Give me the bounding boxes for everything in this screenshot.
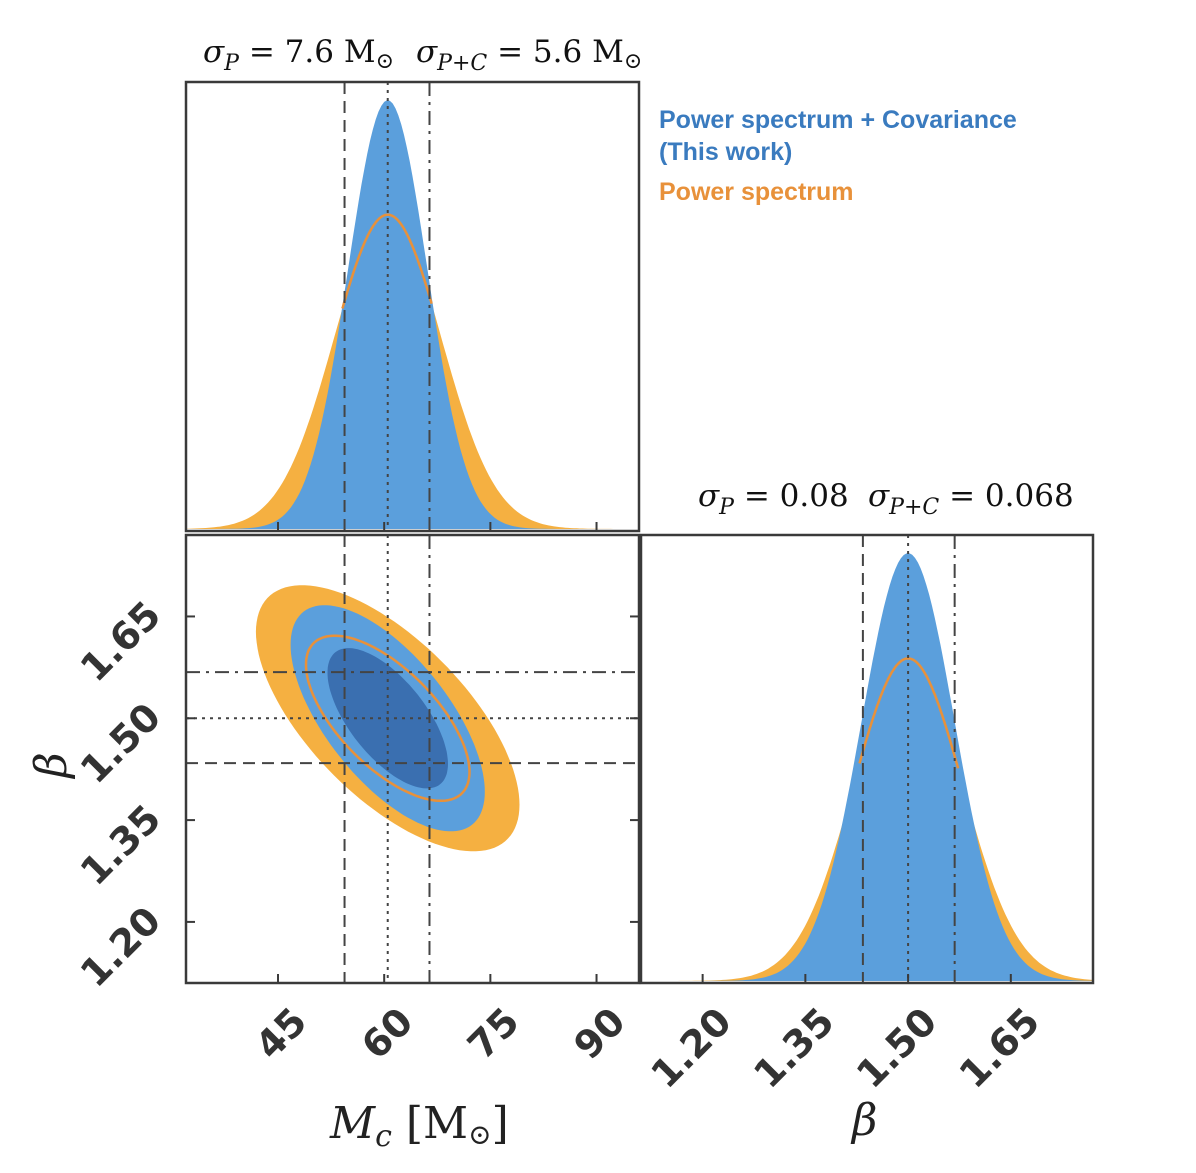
legend-entry: (This work) <box>659 138 792 166</box>
right-panel-frame <box>639 533 1095 985</box>
joint-panel-frame <box>184 533 641 985</box>
legend-entry: Power spectrum + Covariance <box>659 106 1017 134</box>
beta-tick-label-x: 1.65 <box>951 999 1048 1096</box>
beta-tick-label-y: 1.35 <box>72 796 169 893</box>
beta-tick-label-y: 1.50 <box>72 694 169 791</box>
power-spectrum-outline-beta <box>858 657 960 769</box>
combined-density-mc <box>186 100 639 530</box>
mc-tick-label: 60 <box>353 999 422 1068</box>
sigma-p-mc-annotation: σP = 7.6 M⊙ <box>203 34 394 76</box>
mc-tick-label: 75 <box>459 999 528 1068</box>
beta-tick-label-y: 1.65 <box>72 593 169 690</box>
sigma-pc-mc-annotation: σP+C = 5.6 M⊙ <box>416 34 642 76</box>
right-marginal-panel <box>641 535 1093 983</box>
sigma-p-beta-annotation: σP = 0.08 <box>698 478 849 520</box>
legend: Power spectrum + Covariance (This work) Po… <box>659 106 1017 206</box>
beta-tick-label-x: 1.20 <box>643 999 740 1096</box>
mc-tick-label: 45 <box>247 999 316 1068</box>
beta-tick-label-y: 1.20 <box>72 898 169 995</box>
joint-panel <box>186 535 639 983</box>
top-panel-frame <box>184 80 641 533</box>
beta-tick-label-x: 1.50 <box>848 999 945 1096</box>
combined-density-beta <box>641 553 1093 981</box>
power-spectrum-outline-mc <box>341 213 433 309</box>
x-axis-label-mc: Mc [M⊙] <box>329 1098 509 1154</box>
x-axis-label-beta: β <box>850 1095 877 1146</box>
legend-entry: Power spectrum <box>659 178 854 206</box>
top-marginal-panel <box>186 82 639 531</box>
y-axis-label-beta: β <box>26 752 77 779</box>
beta-tick-label-x: 1.35 <box>745 999 842 1096</box>
mc-tick-label: 90 <box>565 999 634 1068</box>
sigma-pc-beta-annotation: σP+C = 0.068 <box>868 478 1074 520</box>
